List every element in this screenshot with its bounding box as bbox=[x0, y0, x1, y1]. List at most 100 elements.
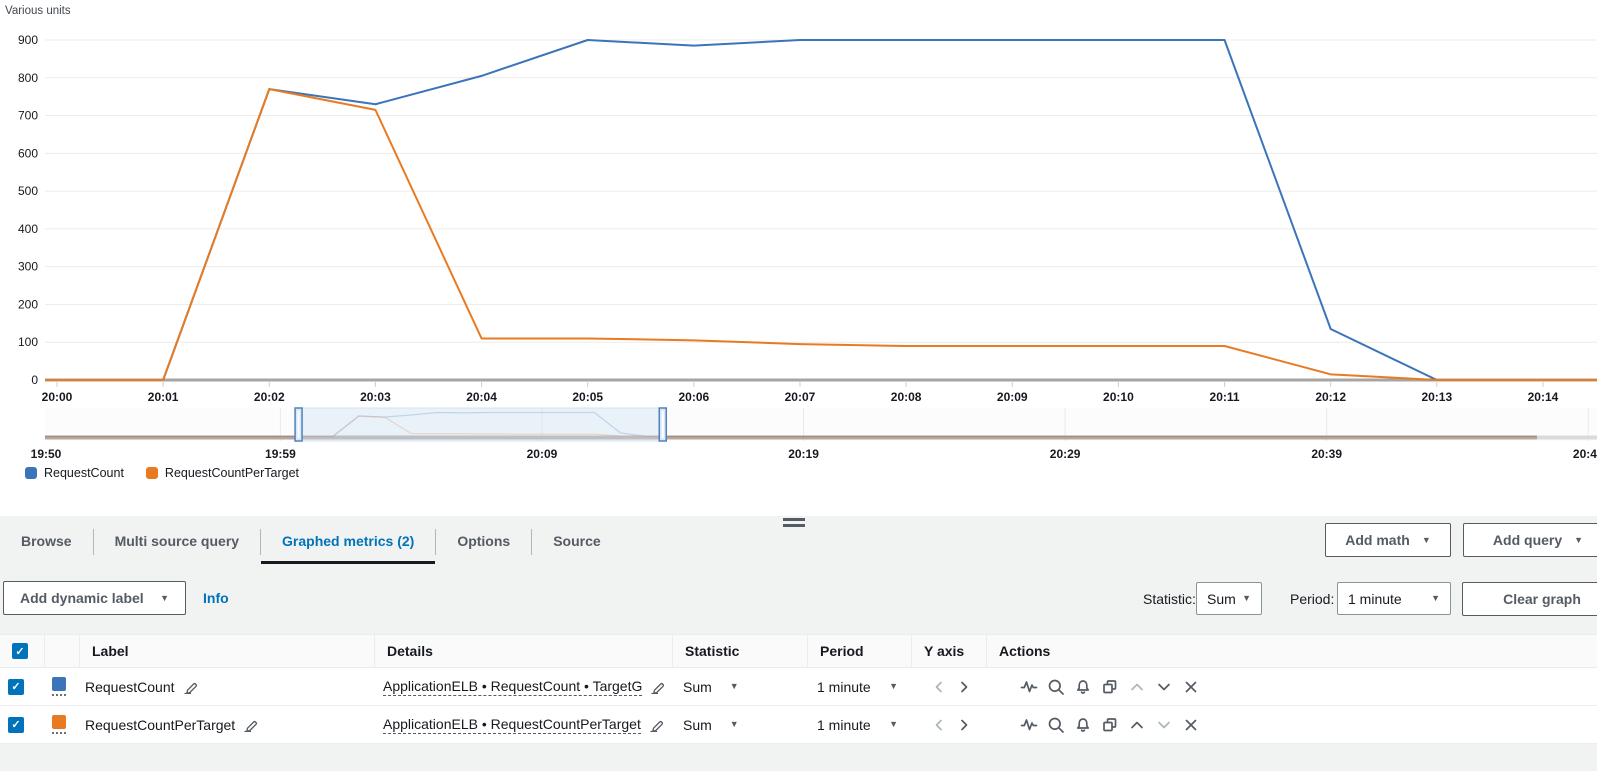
tab-separator bbox=[92, 529, 94, 555]
statistic-label: Statistic: bbox=[1143, 591, 1196, 607]
metric-details[interactable]: ApplicationELB • RequestCountPerTarget bbox=[383, 715, 641, 734]
y-tick-label: 200 bbox=[18, 297, 38, 311]
metric-label: RequestCountPerTarget bbox=[85, 716, 236, 733]
yaxis-right-icon[interactable] bbox=[955, 678, 973, 696]
x-tick-label: 20:13 bbox=[1421, 390, 1452, 404]
legend-label: RequestCountPerTarget bbox=[164, 466, 300, 480]
timeline-label: 20:39 bbox=[1311, 447, 1342, 461]
legend-item[interactable]: RequestCount bbox=[25, 466, 124, 480]
tab-separator bbox=[531, 529, 533, 555]
edit-label-icon[interactable] bbox=[244, 718, 258, 732]
y-tick-label: 800 bbox=[18, 71, 38, 85]
timeline-label: 19:50 bbox=[31, 447, 62, 461]
color-column-header bbox=[45, 635, 80, 667]
timeline-series-RequestCount bbox=[45, 411, 1537, 438]
duplicate-icon[interactable] bbox=[1101, 716, 1119, 734]
x-tick-label: 20:06 bbox=[678, 390, 709, 404]
move-down-icon[interactable] bbox=[1155, 716, 1173, 734]
statistic-column-header: Statistic bbox=[673, 635, 808, 667]
dropdown-caret-icon: ▼ bbox=[1242, 593, 1251, 603]
period-dropdown[interactable]: 1 minute ▼ bbox=[808, 717, 912, 733]
move-up-icon[interactable] bbox=[1128, 716, 1146, 734]
metrics-panel: Browse Multi source query Graphed metric… bbox=[0, 516, 1597, 771]
statistic-dropdown[interactable]: Sum ▼ bbox=[673, 679, 808, 695]
remove-metric-icon[interactable] bbox=[1182, 716, 1200, 734]
edit-label-icon[interactable] bbox=[183, 680, 198, 694]
details-column-header: Details bbox=[375, 635, 673, 667]
yaxis-column-header: Y axis bbox=[912, 635, 987, 667]
dropdown-caret-icon: ▼ bbox=[160, 592, 169, 603]
metric-details[interactable]: ApplicationELB • RequestCount • TargetG bbox=[383, 677, 643, 696]
dropdown-caret-icon: ▼ bbox=[729, 681, 739, 691]
y-tick-label: 700 bbox=[18, 109, 38, 123]
tab-separator bbox=[435, 529, 437, 555]
legend-label: RequestCount bbox=[44, 466, 124, 480]
yaxis-left-icon[interactable] bbox=[930, 678, 948, 696]
add-math-button[interactable]: Add math ▼ bbox=[1325, 523, 1451, 557]
metric-color-swatch[interactable] bbox=[52, 677, 66, 691]
metric-row-requestcount: ✓ RequestCount ApplicationELB • RequestC… bbox=[0, 668, 1597, 706]
add-math-label: Add math bbox=[1345, 532, 1410, 548]
chart-unit-label: Various units bbox=[5, 5, 71, 17]
timeline-series-RequestCountPerTarget bbox=[45, 415, 1537, 438]
actions-column-header: Actions bbox=[999, 643, 1051, 659]
add-dynamic-label-button[interactable]: Add dynamic label ▼ bbox=[3, 581, 186, 615]
x-tick-label: 20:00 bbox=[42, 390, 73, 404]
metric-color-swatch[interactable] bbox=[52, 715, 66, 729]
add-dynamic-label-text: Add dynamic label bbox=[20, 590, 144, 606]
tab-browse[interactable]: Browse bbox=[21, 532, 72, 549]
y-tick-label: 500 bbox=[18, 184, 38, 198]
pulse-icon[interactable] bbox=[1020, 716, 1038, 734]
zoom-icon[interactable] bbox=[1047, 678, 1065, 696]
period-dropdown[interactable]: 1 minute ▼ bbox=[808, 679, 912, 695]
legend-item[interactable]: RequestCountPerTarget bbox=[145, 466, 300, 480]
move-down-icon[interactable] bbox=[1155, 678, 1173, 696]
row-checkbox[interactable]: ✓ bbox=[8, 678, 24, 695]
period-select[interactable]: 1 minute ▼ bbox=[1337, 582, 1451, 615]
x-tick-label: 20:11 bbox=[1210, 390, 1240, 404]
clear-graph-button[interactable]: Clear graph bbox=[1462, 582, 1597, 616]
dropdown-caret-icon: ▼ bbox=[1431, 593, 1440, 603]
x-tick-label: 20:02 bbox=[254, 390, 285, 404]
tab-options[interactable]: Options bbox=[457, 532, 511, 549]
tab-multi-source-query[interactable]: Multi source query bbox=[114, 532, 240, 549]
row-checkbox[interactable]: ✓ bbox=[8, 716, 24, 733]
y-tick-label: 0 bbox=[31, 373, 38, 387]
tab-source[interactable]: Source bbox=[553, 532, 601, 549]
pulse-icon[interactable] bbox=[1020, 678, 1038, 696]
yaxis-right-icon[interactable] bbox=[955, 716, 973, 734]
period-label: Period: bbox=[1290, 591, 1335, 607]
move-up-icon[interactable] bbox=[1128, 678, 1146, 696]
alarm-bell-icon[interactable] bbox=[1074, 678, 1092, 696]
x-tick-label: 20:12 bbox=[1315, 390, 1346, 404]
statistic-value: Sum bbox=[683, 678, 712, 695]
y-tick-label: 400 bbox=[18, 222, 38, 236]
brush-selection[interactable] bbox=[298, 407, 664, 442]
info-link[interactable]: Info bbox=[203, 590, 229, 606]
y-tick-label: 900 bbox=[18, 33, 38, 47]
alarm-bell-icon[interactable] bbox=[1074, 716, 1092, 734]
zoom-icon[interactable] bbox=[1047, 716, 1065, 734]
period-column-header: Period bbox=[808, 635, 912, 667]
timeline-label: 20:09 bbox=[527, 447, 558, 461]
select-all-checkbox[interactable]: ✓ bbox=[12, 643, 28, 659]
edit-details-icon[interactable] bbox=[650, 718, 664, 732]
add-query-button[interactable]: Add query ▼ bbox=[1463, 523, 1597, 557]
duplicate-icon[interactable] bbox=[1101, 678, 1119, 696]
yaxis-left-icon[interactable] bbox=[930, 716, 948, 734]
period-value: 1 minute bbox=[817, 678, 871, 695]
swatch-dots bbox=[52, 732, 66, 734]
statistic-value: Sum bbox=[683, 716, 712, 733]
tab-graphed-metrics[interactable]: Graphed metrics (2) bbox=[261, 520, 436, 564]
dropdown-caret-icon: ▼ bbox=[1574, 534, 1584, 545]
statistic-select[interactable]: Sum ▼ bbox=[1196, 582, 1262, 615]
panel-resize-handle-icon[interactable] bbox=[783, 518, 805, 530]
metrics-chart[interactable]: Various units 0 100 200 300 400 500 600 700 800 90… bbox=[0, 0, 1597, 462]
y-tick-label: 600 bbox=[18, 146, 38, 160]
edit-details-icon[interactable] bbox=[651, 680, 665, 694]
x-tick-label: 20:01 bbox=[148, 390, 179, 404]
statistic-dropdown[interactable]: Sum ▼ bbox=[673, 717, 808, 733]
x-tick-label: 20:08 bbox=[891, 390, 922, 404]
timeline-label: 20:29 bbox=[1050, 447, 1081, 461]
remove-metric-icon[interactable] bbox=[1182, 678, 1200, 696]
